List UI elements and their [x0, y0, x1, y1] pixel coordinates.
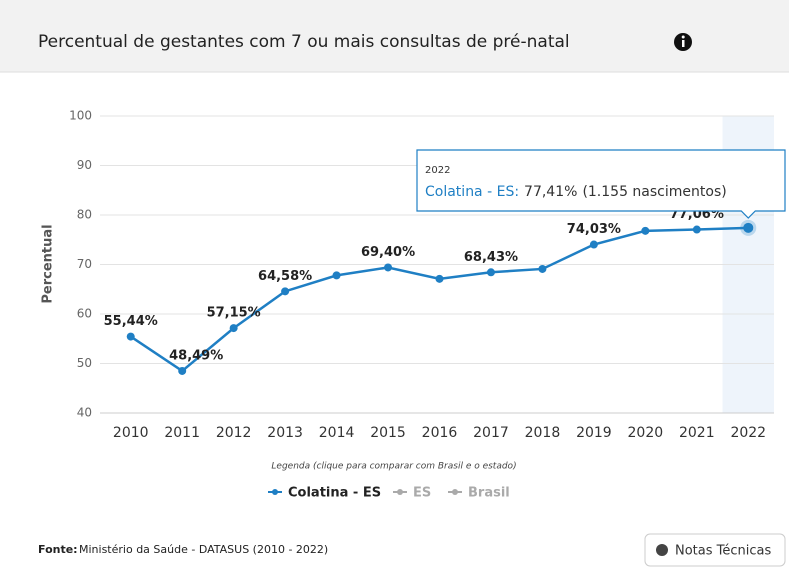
x-tick-label: 2022: [730, 425, 766, 441]
tooltip-box: [416, 149, 786, 219]
y-axis-label: Percentual: [41, 224, 56, 303]
x-tick-label: 2017: [473, 425, 509, 441]
point[interactable]: [178, 366, 187, 375]
legend-marker: [452, 489, 458, 495]
legend-item[interactable]: ES: [413, 486, 431, 501]
legend-caption: Legenda (clique para comparar com Brasil…: [271, 462, 516, 472]
point[interactable]: [332, 271, 341, 280]
y-tick-label: 40: [77, 406, 92, 420]
x-tick-label: 2019: [576, 425, 612, 441]
y-tick-label: 50: [77, 356, 92, 370]
tooltip-category: 2022: [425, 165, 450, 176]
x-tick-label: 2011: [164, 425, 200, 441]
point[interactable]: [641, 226, 650, 235]
header-bg: [0, 0, 789, 72]
point[interactable]: [281, 287, 290, 296]
point[interactable]: [435, 274, 444, 283]
notes-button-label[interactable]: Notas Técnicas: [675, 544, 771, 559]
legend-marker: [397, 489, 403, 495]
y-tick-label: 80: [77, 208, 92, 222]
legend-item[interactable]: Brasil: [468, 486, 510, 501]
data-label: 74,03%: [567, 222, 621, 237]
info-icon[interactable]: [674, 33, 692, 51]
y-tick-label: 100: [69, 109, 92, 123]
x-tick-label: 2012: [216, 425, 252, 441]
x-tick-label: 2020: [628, 425, 664, 441]
legend-marker: [272, 489, 278, 495]
point[interactable]: [743, 222, 754, 233]
series-line: [130, 226, 749, 373]
point[interactable]: [692, 225, 701, 234]
x-tick-label: 2018: [525, 425, 561, 441]
tooltip-part: Colatina - ES:: [425, 184, 519, 200]
point[interactable]: [538, 264, 547, 273]
x-tick-label: 2014: [319, 425, 355, 441]
x-tick-label: 2016: [422, 425, 458, 441]
point[interactable]: [589, 240, 598, 249]
data-label: 48,49%: [169, 348, 223, 363]
legend-item[interactable]: Colatina - ES: [288, 486, 381, 501]
point[interactable]: [229, 324, 238, 333]
x-tick-label: 2013: [267, 425, 303, 441]
tooltip-part: 77,41%: [524, 184, 577, 200]
y-tick-label: 70: [77, 257, 92, 271]
source: Ministério da Saúde - DATASUS (2010 - 20…: [79, 543, 328, 556]
tooltip-part: (1.155 nascimentos): [582, 184, 726, 200]
point[interactable]: [384, 263, 393, 272]
data-label: 69,40%: [361, 245, 415, 260]
data-label: 68,43%: [464, 250, 518, 265]
y-tick-label: 60: [77, 307, 92, 321]
data-label: 55,44%: [104, 314, 158, 329]
x-tick-label: 2021: [679, 425, 715, 441]
tooltip-text: Colatina - ES: 77,41% (1.155 nascimentos): [425, 184, 727, 200]
source-label: Fonte:: [38, 543, 78, 556]
data-label: 57,15%: [207, 306, 261, 321]
point[interactable]: [486, 268, 495, 277]
notes-button[interactable]: [644, 533, 786, 567]
data-label: 64,58%: [258, 269, 312, 284]
question-icon: [656, 544, 668, 556]
point[interactable]: [126, 332, 135, 341]
y-tick-label: 90: [77, 158, 92, 172]
x-tick-label: 2010: [113, 425, 149, 441]
chart-title: Percentual de gestantes com 7 ou mais co…: [38, 32, 570, 52]
x-tick-label: 2015: [370, 425, 406, 441]
